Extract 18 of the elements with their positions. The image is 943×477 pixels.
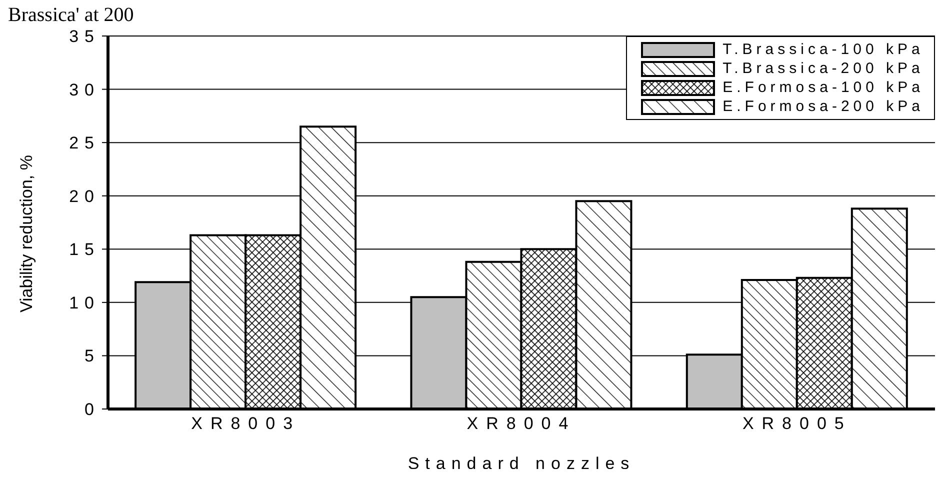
y-tick-label: 0 xyxy=(84,400,100,420)
x-tick-label: XR8003 xyxy=(191,414,301,434)
y-tick-label: 20 xyxy=(69,186,100,206)
y-tick-label: 10 xyxy=(69,293,100,312)
y-tick-label: 5 xyxy=(84,346,100,366)
legend-label: E.Formosa-100 kPa xyxy=(722,79,924,96)
legend-label: T.Brassica-100 kPa xyxy=(722,41,924,58)
text: Brassica' at 200 xyxy=(8,4,134,27)
x-tick-label: XR8004 xyxy=(466,414,576,434)
y-tick-label: 30 xyxy=(69,80,100,100)
x-axis-title: Standard nozzles xyxy=(408,454,636,473)
y-axis-title: Viability reduction, % xyxy=(17,155,36,312)
y-tick-label: 15 xyxy=(69,240,100,260)
legend-label: T.Brassica-200 kPa xyxy=(722,60,924,77)
y-tick-label: 25 xyxy=(69,134,100,153)
legend-label: E.Formosa-200 kPa xyxy=(722,98,924,115)
x-tick-label: XR8005 xyxy=(742,414,852,434)
y-tick-label: 35 xyxy=(69,27,100,46)
